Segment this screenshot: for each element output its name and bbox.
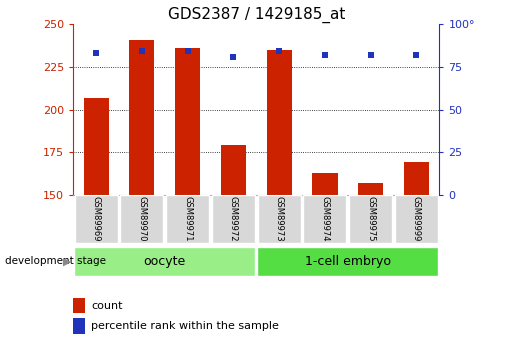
FancyBboxPatch shape: [75, 195, 118, 243]
Text: count: count: [91, 301, 123, 311]
Bar: [313, 173, 337, 195]
FancyBboxPatch shape: [212, 195, 255, 243]
Text: GSM89969: GSM89969: [91, 196, 100, 242]
Text: GSM89972: GSM89972: [229, 196, 238, 242]
Bar: [221, 145, 246, 195]
Bar: [267, 50, 292, 195]
Bar: [83, 98, 109, 195]
Text: 1-cell embryo: 1-cell embryo: [305, 255, 391, 268]
Text: GSM89971: GSM89971: [183, 196, 192, 242]
Title: GDS2387 / 1429185_at: GDS2387 / 1429185_at: [168, 7, 345, 23]
Text: GSM89973: GSM89973: [275, 196, 284, 242]
FancyBboxPatch shape: [257, 247, 438, 276]
FancyBboxPatch shape: [395, 195, 438, 243]
Text: oocyte: oocyte: [143, 255, 186, 268]
FancyBboxPatch shape: [74, 247, 256, 276]
Text: ▶: ▶: [63, 256, 71, 266]
Text: GSM89975: GSM89975: [366, 196, 375, 242]
Bar: [404, 162, 429, 195]
Text: development stage: development stage: [5, 256, 106, 266]
Bar: [73, 318, 85, 334]
Text: GSM89970: GSM89970: [137, 196, 146, 242]
Bar: [358, 183, 383, 195]
Bar: [73, 298, 85, 313]
Text: GSM89999: GSM89999: [412, 196, 421, 242]
FancyBboxPatch shape: [120, 195, 164, 243]
Bar: [175, 48, 200, 195]
Text: GSM89974: GSM89974: [321, 196, 329, 242]
FancyBboxPatch shape: [349, 195, 392, 243]
Bar: [129, 40, 155, 195]
FancyBboxPatch shape: [258, 195, 300, 243]
Text: percentile rank within the sample: percentile rank within the sample: [91, 321, 279, 331]
FancyBboxPatch shape: [166, 195, 209, 243]
FancyBboxPatch shape: [304, 195, 346, 243]
